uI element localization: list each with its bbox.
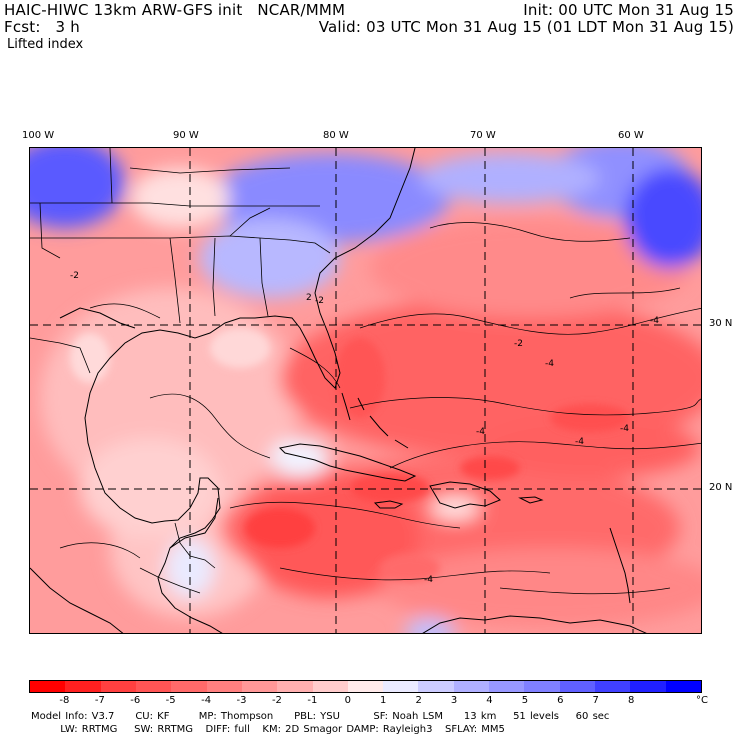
colorbar-swatch (383, 681, 419, 692)
colorbar-tick-label: 4 (486, 695, 493, 706)
colorbar-swatch (418, 681, 454, 692)
model-info-line1: Model Info: V3.7 CU: KF MP: Thompson PBL… (31, 711, 610, 722)
colorbar-tick-label: -6 (130, 695, 141, 706)
colorbar-swatch (171, 681, 207, 692)
contour-label: -4 (545, 359, 554, 369)
colorbar-tick-label: 8 (627, 695, 635, 706)
colorbar-tick-label: -5 (165, 695, 176, 706)
contour-label: -4 (575, 437, 584, 447)
colorbar-tick-label: 6 (557, 695, 564, 706)
colorbar-tick-label: -7 (94, 695, 105, 706)
colorbar-tick-label: -3 (236, 695, 247, 706)
colorbar-swatch (559, 681, 595, 692)
lon-label-60w: 60 W (618, 130, 644, 141)
contour-label: -2 (70, 271, 79, 281)
colorbar-tick-label: 5 (521, 695, 529, 706)
field-shading (30, 148, 701, 633)
map-svg: 2 -2 -2 -4 -4 -4 -4 -4 -4 -2 (30, 148, 701, 633)
colorbar-tick-label: -8 (59, 695, 70, 706)
contour-label: -4 (650, 316, 659, 326)
lon-label-90w: 90 W (173, 130, 199, 141)
colorbar-tick-label: 3 (450, 695, 458, 706)
colorbar-swatch (100, 681, 136, 692)
contour-label: 2 (306, 293, 312, 303)
lon-label-100w: 100 W (22, 130, 55, 141)
colorbar-swatch (453, 681, 490, 692)
lat-label-30n: 30 N (709, 318, 733, 329)
colorbar-swatch (665, 681, 701, 692)
lat-lon-grid (30, 148, 701, 633)
valid-time: Valid: 03 UTC Mon 31 Aug 15 (01 LDT Mon … (318, 18, 734, 36)
colorbar-swatch (524, 681, 560, 692)
colorbar-tick-label: 0 (344, 695, 351, 706)
contour-label: -2 (315, 296, 324, 306)
colorbar-swatch (30, 681, 66, 692)
field-name: Lifted index (7, 37, 84, 52)
colorbar-swatch (312, 681, 348, 692)
political-borders (30, 148, 331, 594)
coastlines (30, 148, 647, 633)
init-time: Init: 00 UTC Mon 31 Aug 15 (523, 1, 734, 19)
contour-label: -4 (476, 427, 485, 437)
colorbar-swatch (135, 681, 172, 692)
colorbar-swatch (65, 681, 101, 692)
colorbar-swatch (595, 681, 631, 692)
model-info-line2: LW: RRTMG SW: RRTMG DIFF: full KM: 2D Sm… (31, 724, 505, 735)
colorbar-swatch (630, 681, 666, 692)
colorbar-tick-label: 7 (592, 695, 599, 706)
contour-label: -4 (620, 424, 629, 434)
colorbar-swatch (241, 681, 278, 692)
contour-label: -2 (514, 339, 523, 349)
lon-label-70w: 70 W (470, 130, 496, 141)
colorbar-tick-label: 2 (415, 695, 422, 706)
colorbar-tick-label: -2 (271, 695, 282, 706)
colorbar-unit: °C (696, 695, 708, 706)
colorbar-swatch (489, 681, 525, 692)
lifted-index-map: 2 -2 -2 -4 -4 -4 -4 -4 -4 -2 (29, 147, 702, 634)
lat-label-20n: 20 N (709, 482, 733, 493)
contours (59, 222, 701, 595)
colorbar-swatch (206, 681, 242, 692)
colorbar (29, 680, 702, 693)
model-title: HAIC-HIWC 13km ARW-GFS init NCAR/MMM (4, 1, 346, 19)
colorbar-tick-label: 1 (380, 695, 387, 706)
lon-label-80w: 80 W (323, 130, 349, 141)
colorbar-swatch (347, 681, 384, 692)
forecast-hour: Fcst: 3 h (4, 18, 80, 36)
colorbar-swatch (277, 681, 313, 692)
colorbar-tick-label: -4 (201, 695, 212, 706)
colorbar-tick-label: -1 (307, 695, 318, 706)
contour-label: -4 (424, 575, 433, 585)
